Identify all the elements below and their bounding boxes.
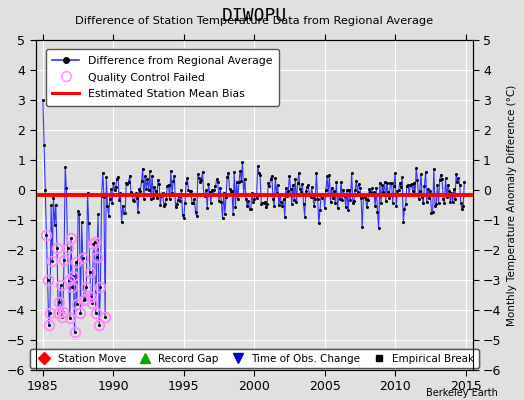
Text: Difference of Station Temperature Data from Regional Average: Difference of Station Temperature Data f… (75, 16, 433, 26)
Legend: Station Move, Record Gap, Time of Obs. Change, Empirical Break: Station Move, Record Gap, Time of Obs. C… (30, 349, 479, 368)
Text: Berkeley Earth: Berkeley Earth (426, 388, 498, 398)
Title: DIWOPU: DIWOPU (222, 7, 287, 25)
Y-axis label: Monthly Temperature Anomaly Difference (°C): Monthly Temperature Anomaly Difference (… (507, 84, 517, 326)
